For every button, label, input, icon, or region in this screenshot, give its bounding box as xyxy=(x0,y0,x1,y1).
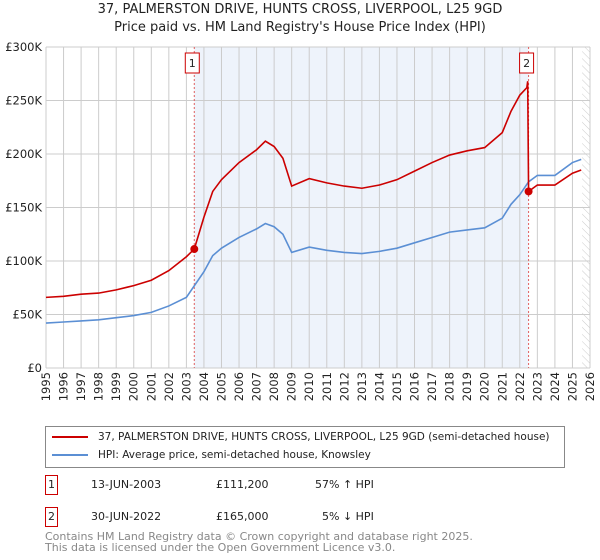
x-tick-label: 2014 xyxy=(372,372,386,401)
x-tick-label: 1997 xyxy=(74,372,88,401)
x-tick-label: 2013 xyxy=(355,372,369,401)
x-tick-label: 2004 xyxy=(197,372,211,401)
x-tick-label: 2022 xyxy=(513,372,527,401)
x-tick-label: 2000 xyxy=(127,372,141,401)
sale-row: 1 13-JUN-2003 £111,200 57% ↑ HPI xyxy=(45,475,565,495)
sale-point xyxy=(190,245,199,254)
y-tick-label: £100K xyxy=(5,254,42,268)
x-tick-label: 2008 xyxy=(267,372,281,401)
y-tick-label: £300K xyxy=(5,40,42,54)
x-tick-label: 2017 xyxy=(425,372,439,401)
x-tick-label: 2016 xyxy=(408,372,422,401)
x-tick-label: 2007 xyxy=(250,372,264,401)
sale-price: £111,200 xyxy=(216,478,269,491)
hpi-line xyxy=(45,158,582,324)
x-tick-label: 2020 xyxy=(478,372,492,401)
x-tick-label: 2025 xyxy=(565,372,579,401)
sale-price: £165,000 xyxy=(216,510,269,523)
footer-line2: This data is licensed under the Open Gov… xyxy=(45,541,396,554)
x-tick-label: 2006 xyxy=(232,372,246,401)
sale-label: 2 xyxy=(523,57,530,70)
sale-label-box xyxy=(519,52,535,74)
x-tick-label: 1998 xyxy=(92,372,106,401)
footer: Contains HM Land Registry data © Crown c… xyxy=(45,531,473,553)
legend-hpi: HPI: Average price, semi-detached house,… xyxy=(98,449,371,461)
legend-blue-line xyxy=(52,454,88,456)
sale-label: 1 xyxy=(189,57,196,70)
legend: 37, PALMERSTON DRIVE, HUNTS CROSS, LIVER… xyxy=(45,426,565,468)
sale-hpi: 5% ↓ HPI xyxy=(322,510,374,523)
footer-line1: Contains HM Land Registry data © Crown c… xyxy=(45,530,473,543)
chart-title: 37, PALMERSTON DRIVE, HUNTS CROSS, LIVER… xyxy=(97,2,503,17)
y-tick-label: £0 xyxy=(27,361,42,375)
x-tick-label: 2002 xyxy=(162,372,176,401)
x-tick-label: 2011 xyxy=(320,372,334,401)
sale-marker: 2 xyxy=(45,507,58,527)
sale-row: 2 30-JUN-2022 £165,000 5% ↓ HPI xyxy=(45,507,565,527)
sale-label-box xyxy=(184,52,200,74)
legend-property: 37, PALMERSTON DRIVE, HUNTS CROSS, LIVER… xyxy=(98,431,550,443)
chart-subtitle: Price paid vs. HM Land Registry's House … xyxy=(114,20,486,35)
sale-date: 13-JUN-2003 xyxy=(91,478,162,491)
x-tick-label: 2003 xyxy=(179,372,193,401)
sale-marker: 1 xyxy=(45,475,58,495)
x-tick-label: 2012 xyxy=(337,372,351,401)
x-tick-label: 1999 xyxy=(109,372,123,401)
property-price-line xyxy=(45,81,582,299)
legend-red-line xyxy=(52,436,88,438)
x-tick-label: 2023 xyxy=(530,372,544,401)
x-tick-label: 2021 xyxy=(495,372,509,401)
y-tick-label: £200K xyxy=(5,147,42,161)
y-tick-label: £150K xyxy=(5,201,42,215)
sale-point xyxy=(524,187,533,196)
y-tick-label: £250K xyxy=(5,94,42,108)
sale-date: 30-JUN-2022 xyxy=(91,510,162,523)
x-tick-label: 2024 xyxy=(548,372,562,401)
x-tick-label: 1996 xyxy=(57,372,71,401)
x-tick-label: 2026 xyxy=(583,372,597,401)
x-tick-label: 2018 xyxy=(443,372,457,401)
x-tick-label: 1995 xyxy=(39,372,53,401)
x-tick-label: 2005 xyxy=(214,372,228,401)
x-tick-label: 2015 xyxy=(390,372,404,401)
x-tick-label: 2009 xyxy=(285,372,299,401)
price-chart: 1995 1996 1997 1998 1999 2000 2001 2002 2003 2004… xyxy=(5,40,597,401)
x-tick-label: 2010 xyxy=(302,372,316,401)
x-tick-label: 2001 xyxy=(144,372,158,401)
sale-hpi: 57% ↑ HPI xyxy=(315,478,374,491)
y-tick-label: £50K xyxy=(13,308,43,322)
x-tick-label: 2019 xyxy=(460,372,474,401)
